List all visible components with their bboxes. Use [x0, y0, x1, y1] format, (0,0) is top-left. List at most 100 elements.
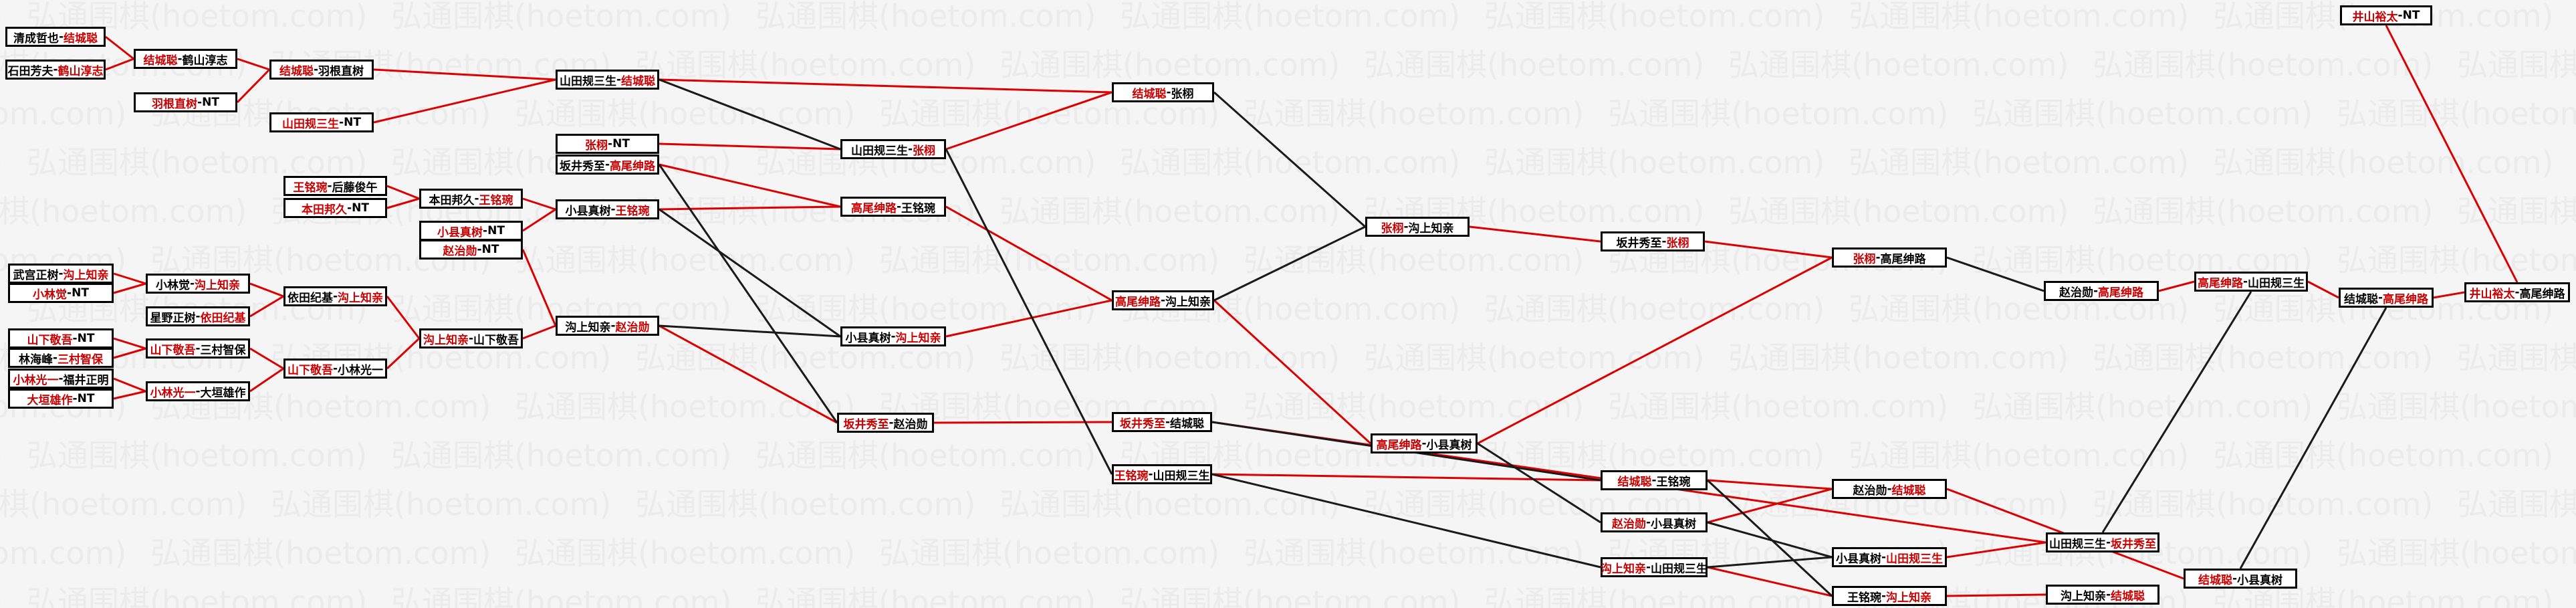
- match-node-D2[interactable]: 小县真树 - NT: [419, 221, 523, 241]
- player-name-first: 小林觉: [33, 288, 68, 302]
- match-node-I1[interactable]: 张栩 - 高尾绅路: [1832, 247, 1947, 268]
- match-node-L2[interactable]: 赵治勋 - 小县真树: [1601, 512, 1708, 532]
- match-node-C2[interactable]: 山田规三生 - NT: [269, 112, 374, 132]
- match-node-C6[interactable]: 山下敬吾 - 小林光一: [283, 359, 387, 379]
- vs-separator: -: [1661, 235, 1667, 248]
- match-node-N2[interactable]: 结城聪 - 小县真树: [2184, 569, 2297, 589]
- match-node-E1[interactable]: 山田规三生 - 结城聪: [556, 70, 659, 90]
- player-name-second: 沟上知亲: [1408, 221, 1454, 235]
- match-node-B3[interactable]: 小林觉 - 沟上知亲: [146, 274, 250, 294]
- match-node-G1[interactable]: 结城聪 - 张栩: [1112, 82, 1214, 102]
- vs-separator: -: [53, 63, 58, 76]
- match-node-B6[interactable]: 小林光一 - 大垣雄作: [146, 381, 250, 401]
- match-node-J1[interactable]: 井山裕太 - NT: [2340, 5, 2432, 25]
- match-node-E4[interactable]: 小县真树 - 王铭琬: [556, 199, 659, 219]
- match-node-F1[interactable]: 山田规三生 - 张栩: [840, 139, 946, 159]
- match-node-N3[interactable]: 沟上知亲 - 结城聪: [2046, 585, 2159, 605]
- match-node-E3[interactable]: 坂井秀至 - 高尾绅路: [556, 155, 659, 175]
- match-node-H2[interactable]: 坂井秀至 - 张栩: [1601, 231, 1705, 251]
- player-name-second: 鹤山淳志: [57, 64, 104, 78]
- watermark-text: 弘通围棋(hoetom.com): [2213, 144, 2554, 181]
- match-node-I3[interactable]: 高尾绅路 - 山田规三生: [2194, 272, 2308, 292]
- match-node-F3[interactable]: 小县真树 - 沟上知亲: [840, 326, 946, 346]
- watermark-text: 弘通围棋(hoetom.com): [2337, 242, 2576, 278]
- match-node-M2[interactable]: 小县真树 - 山田规三生: [1832, 547, 1947, 567]
- bracket-line-E5-F4: [659, 324, 838, 424]
- match-node-L3[interactable]: 沟上知亲 - 山田规三生: [1601, 557, 1708, 577]
- vs-separator: -: [195, 385, 201, 398]
- vs-separator: -: [2377, 291, 2383, 304]
- match-node-H1[interactable]: 张栩 - 沟上知亲: [1365, 217, 1470, 237]
- match-node-K2[interactable]: 高尾绅路 - 小县真树: [1371, 433, 1478, 453]
- player-name-second: 张栩: [913, 144, 936, 158]
- match-node-M3[interactable]: 王铭琬 - 沟上知亲: [1832, 586, 1947, 606]
- match-node-N1[interactable]: 山田规三生 - 坂井秀至: [2046, 532, 2159, 552]
- watermark-text: 弘通围棋(hoetom.com): [2093, 193, 2434, 229]
- bracket-line-A5-B5: [113, 337, 146, 350]
- bracket-line-E4-F3: [659, 208, 841, 338]
- match-node-C3[interactable]: 王铭琬 - 后藤俊午: [283, 176, 387, 196]
- match-node-D3[interactable]: 赵治勋 - NT: [419, 239, 523, 260]
- bracket-line-F4-K1: [933, 421, 1113, 424]
- player-name-first: 结城聪: [143, 54, 178, 68]
- match-node-K3[interactable]: 王铭琬 - 山田规三生: [1112, 464, 1212, 484]
- match-node-A7[interactable]: 小林光一 - 福井正明: [8, 369, 114, 389]
- bracket-line-C4-D1: [386, 197, 420, 209]
- watermark-text: 弘通围棋(hoetom.com): [515, 96, 856, 132]
- watermark-text: 弘通围棋(hoetom.com): [0, 486, 247, 522]
- bracket-line-F2-G2: [945, 205, 1113, 302]
- player-name-first: 井山裕太: [2469, 287, 2515, 301]
- player-name-second: NT: [77, 332, 95, 345]
- vs-separator: -: [1166, 86, 1171, 99]
- match-node-I2[interactable]: 赵治勋 - 高尾绅路: [2044, 281, 2159, 301]
- match-node-J2[interactable]: 结城聪 - 高尾绅路: [2339, 288, 2434, 308]
- match-node-A2[interactable]: 石田芳夫 - 鹤山淳志: [5, 60, 106, 80]
- bracket-line-E5-F3: [659, 324, 841, 338]
- match-node-K1[interactable]: 坂井秀至 - 结城聪: [1112, 412, 1212, 432]
- match-node-G2[interactable]: 高尾绅路 - 沟上知亲: [1112, 290, 1214, 310]
- player-name-second: 王铭琬: [615, 204, 650, 218]
- player-name-first: 山田规三生: [559, 74, 616, 88]
- match-node-J3[interactable]: 井山裕太 - 高尾绅路: [2464, 282, 2570, 302]
- player-name-first: 王铭琬: [293, 181, 328, 195]
- match-node-A1[interactable]: 清成哲也 - 结城聪: [5, 27, 106, 47]
- player-name-first: 小县真树: [845, 331, 891, 345]
- match-node-D4[interactable]: 沟上知亲 - 山下敬吾: [419, 328, 523, 348]
- match-node-E5[interactable]: 沟上知亲 - 赵治勋: [556, 316, 659, 336]
- match-node-B1[interactable]: 结城聪 - 鹤山淳志: [134, 49, 237, 69]
- match-node-C1[interactable]: 结城聪 - 羽根直树: [269, 60, 374, 80]
- match-node-E2[interactable]: 张栩 - NT: [556, 134, 659, 154]
- player-name-second: 高尾绅路: [2519, 287, 2565, 301]
- vs-separator: -: [610, 319, 616, 332]
- vs-separator: -: [1148, 468, 1153, 481]
- player-name-second: 沟上知亲: [63, 268, 109, 282]
- match-node-F4[interactable]: 坂井秀至 - 赵治勋: [837, 413, 934, 433]
- player-name-second: 三村智保: [57, 352, 104, 367]
- player-name-first: 高尾绅路: [2197, 276, 2243, 290]
- match-node-B4[interactable]: 星野正树 - 依田纪基: [146, 306, 250, 326]
- watermark-text: 弘通围棋(hoetom.com): [2457, 340, 2576, 376]
- match-node-A5[interactable]: 山下敬吾 - NT: [8, 328, 114, 348]
- match-node-A6[interactable]: 林海峰 - 三村智保: [8, 348, 114, 368]
- match-node-A8[interactable]: 大垣雄作 - NT: [8, 389, 114, 409]
- player-name-second: 福井正明: [63, 373, 109, 387]
- match-node-B2[interactable]: 羽根直树 - NT: [134, 92, 237, 112]
- match-node-C4[interactable]: 本田邦久 - NT: [283, 198, 387, 218]
- bracket-line-F1-G1: [945, 91, 1113, 150]
- vs-separator: -: [2093, 284, 2099, 298]
- match-node-F2[interactable]: 高尾绅路 - 王铭琬: [840, 197, 946, 217]
- match-node-C5[interactable]: 依田纪基 - 沟上知亲: [283, 286, 387, 306]
- watermark-text: 弘通围棋(hoetom.com): [1728, 193, 2069, 229]
- match-node-A4[interactable]: 小林觉 - NT: [8, 283, 114, 303]
- match-node-B5[interactable]: 山下敬吾 - 三村智保: [146, 338, 250, 359]
- match-node-M1[interactable]: 赵治勋 - 结城聪: [1832, 479, 1947, 499]
- match-node-A3[interactable]: 武宫正树 - 沟上知亲: [8, 264, 114, 284]
- bracket-line-J2-J3: [2433, 291, 2465, 299]
- vs-separator: -: [468, 332, 474, 345]
- match-node-L1[interactable]: 结城聪 - 王铭琬: [1601, 470, 1708, 490]
- match-node-D1[interactable]: 本田邦久 - 王铭琬: [419, 189, 523, 209]
- player-name-first: 清成哲也: [13, 31, 59, 45]
- player-name-second: 结城聪: [621, 74, 656, 88]
- player-name-first: 山下敬吾: [27, 333, 73, 347]
